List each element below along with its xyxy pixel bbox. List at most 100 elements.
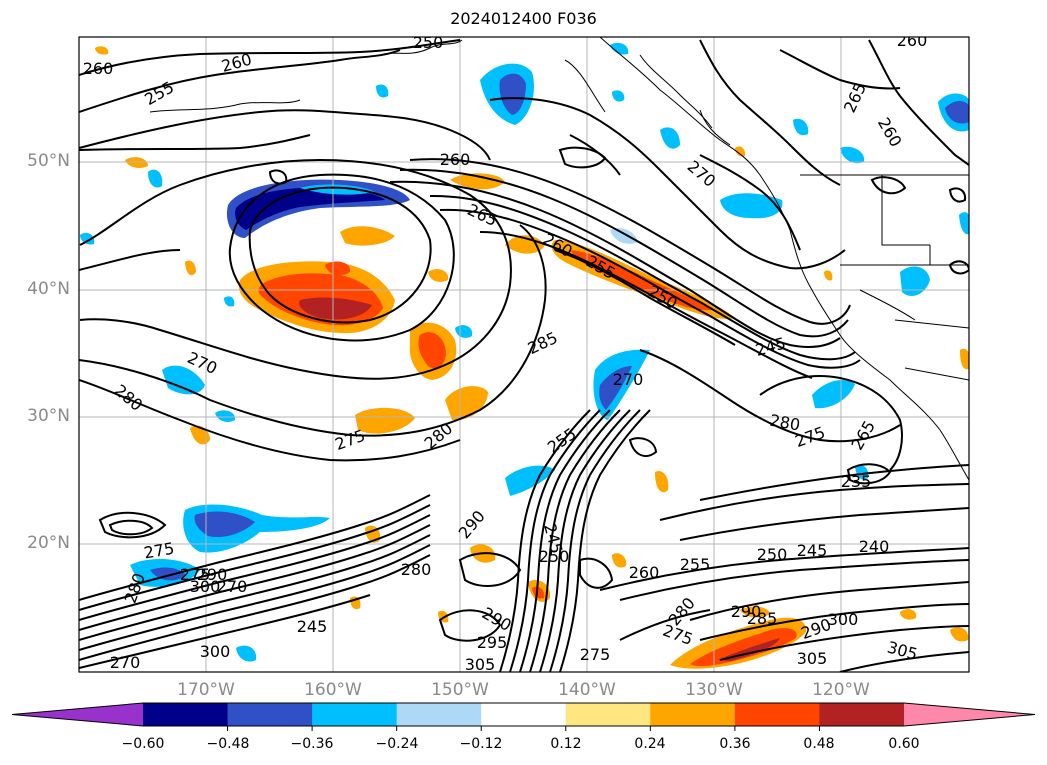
contour-label: 295 [477,633,508,652]
contour-label: 275 [180,565,211,584]
contour-line [569,134,801,251]
contour-line [79,594,371,669]
contour-line [619,559,969,601]
map-frame [78,36,970,673]
contour-line [719,625,969,661]
neg-area [610,42,629,55]
contour-line [79,379,461,462]
lon-label-120w: 120°W [812,680,870,700]
neg-area [945,101,969,124]
neg-area [610,228,638,244]
colorbar [11,702,1036,731]
contour-line [79,39,461,76]
neg-area [720,193,783,219]
lon-label-130w: 130°W [685,680,743,700]
neg-area [900,266,930,296]
coastline [599,37,969,481]
contour-line [689,581,969,621]
neg-area [235,187,385,230]
pos-area [185,260,196,276]
pos-area [340,226,395,246]
contour-line [79,224,547,437]
neg-area [812,379,855,409]
neg-area [855,464,869,480]
border-line [894,319,969,329]
neg-area [840,146,865,164]
contour-label: 280 [421,419,457,453]
contour-label: 300 [828,610,859,629]
pos-area [445,386,488,421]
pos-area [735,146,746,157]
contour-label: 275 [580,645,611,664]
contour-line [870,176,907,195]
contour-label: 260 [440,150,471,169]
colorbar-tick: −0.24 [375,736,419,752]
colorbar-segment [734,703,820,726]
neg-area [612,90,625,102]
colorbar-extend-min [12,703,143,726]
contour-line [79,514,431,621]
lat-label-30n: 30°N [27,406,70,426]
contour-line [699,464,969,501]
pos-area [740,606,770,618]
pos-area [95,46,109,55]
shading-layer [80,42,969,669]
contour-label: 260 [629,563,660,582]
contour-line [948,187,967,203]
neg-area [499,73,526,115]
neg-area [300,184,375,195]
border-line [859,289,916,321]
pos-area [718,638,780,661]
colorbar-tick: 0.12 [550,736,582,752]
colorbar-segment [819,703,905,726]
contour-line [458,552,522,587]
contour-label: 300 [200,642,231,661]
contour-line [79,554,431,661]
colorbar-tick: 0.60 [888,736,920,752]
colorbar-extend-max [904,703,1035,726]
contour-label: 305 [885,638,919,664]
contour-line [599,547,969,591]
pos-area [428,269,449,282]
pos-area [570,250,712,311]
contour-label: 305 [797,649,828,668]
contour-line [79,109,491,161]
contour-label: 280 [401,560,432,579]
contour-line [554,249,736,346]
contour-line [439,208,861,369]
coastline [149,99,301,113]
contour-line [529,409,621,672]
contour-line [619,609,711,641]
contour-label: 275 [660,621,695,649]
colorbar-segment [481,703,567,726]
contour-line [79,49,401,113]
contour-line [579,557,614,589]
pos-area [690,628,797,667]
pos-area [125,157,148,168]
pos-area [900,609,917,620]
pos-area [418,332,446,369]
neg-area [80,232,95,245]
colorbar-tick: 0.36 [719,736,751,752]
colorbar-segment [143,703,229,726]
contour-label: 300 [190,577,221,596]
contour-line [779,49,901,90]
contour-line [399,168,849,338]
map-title: 2024012400 F036 [450,9,597,28]
contour-line [549,409,641,672]
pos-area [450,173,505,190]
coastline [564,59,606,113]
contour-label: 235 [841,472,872,491]
contour-line [409,158,851,325]
contour-label: 280 [121,571,149,606]
contour-line [429,194,856,361]
contour-lines [79,39,969,672]
contour-line [79,134,311,151]
colorbar-outline [11,702,1036,727]
pos-area [299,297,372,320]
contour-line [79,524,431,631]
contour-line [489,97,846,270]
neg-area [236,645,257,662]
contour-line [628,437,658,457]
lon-label-160w: 160°W [304,680,362,700]
